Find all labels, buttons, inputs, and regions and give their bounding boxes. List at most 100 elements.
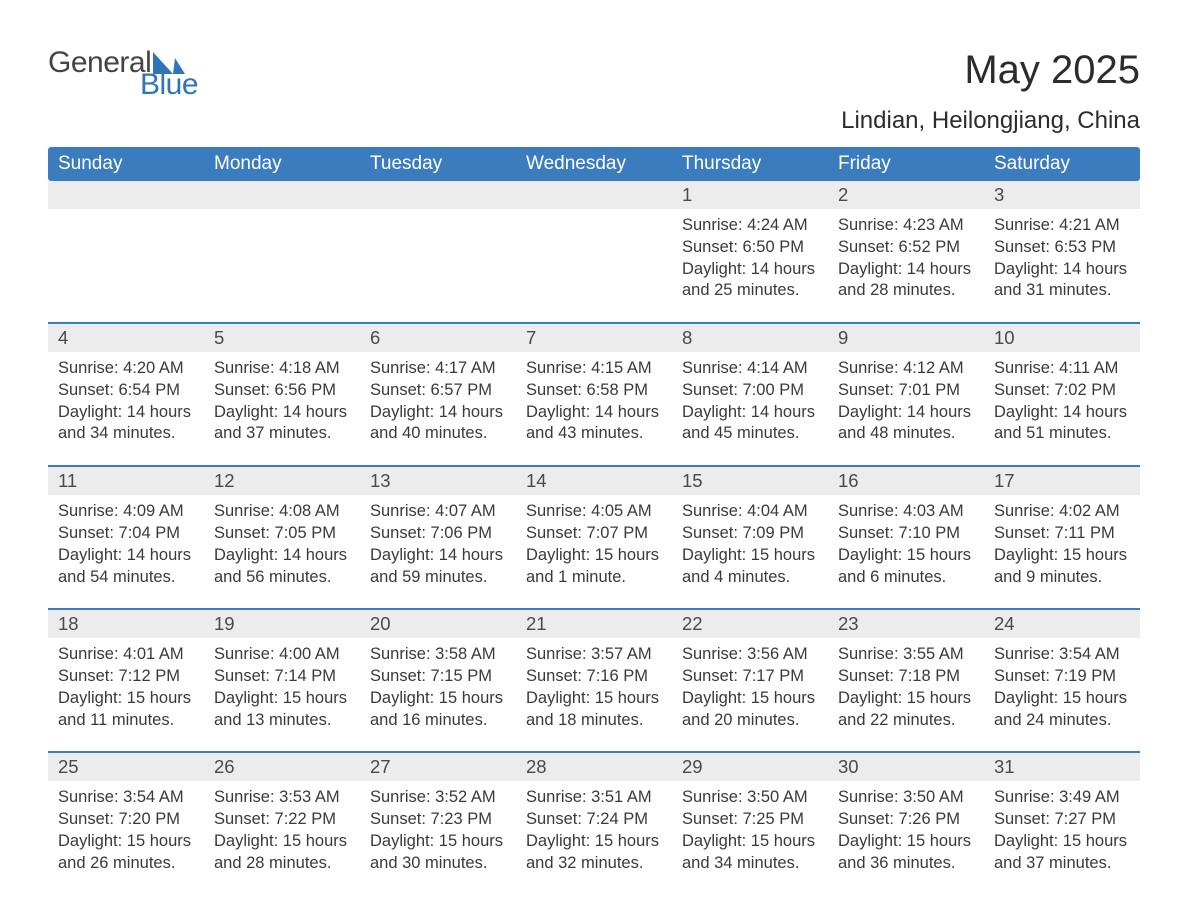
sunset-text: Sunset: 7:01 PM <box>838 380 978 402</box>
daylight-text-1: Daylight: 14 hours <box>370 402 510 424</box>
day-details: Sunrise: 4:23 AMSunset: 6:52 PMDaylight:… <box>828 209 984 302</box>
day-cell <box>48 181 204 316</box>
day-number: 8 <box>672 324 828 352</box>
title-block: May 2025 Lindian, Heilongjiang, China <box>841 48 1140 135</box>
sunset-text: Sunset: 6:50 PM <box>682 237 822 259</box>
day-number: 31 <box>984 753 1140 781</box>
day-cell: 2Sunrise: 4:23 AMSunset: 6:52 PMDaylight… <box>828 181 984 316</box>
daylight-text-1: Daylight: 14 hours <box>994 402 1134 424</box>
sunset-text: Sunset: 7:07 PM <box>526 523 666 545</box>
sunrise-text: Sunrise: 3:50 AM <box>682 787 822 809</box>
day-details: Sunrise: 3:58 AMSunset: 7:15 PMDaylight:… <box>360 638 516 731</box>
daylight-text-2: and 36 minutes. <box>838 853 978 875</box>
daylight-text-1: Daylight: 14 hours <box>214 545 354 567</box>
day-cell: 17Sunrise: 4:02 AMSunset: 7:11 PMDayligh… <box>984 467 1140 602</box>
daylight-text-1: Daylight: 14 hours <box>994 259 1134 281</box>
day-details: Sunrise: 4:24 AMSunset: 6:50 PMDaylight:… <box>672 209 828 302</box>
day-cell: 21Sunrise: 3:57 AMSunset: 7:16 PMDayligh… <box>516 610 672 745</box>
day-number: 12 <box>204 467 360 495</box>
daylight-text-1: Daylight: 14 hours <box>838 402 978 424</box>
day-number: 5 <box>204 324 360 352</box>
day-number: 7 <box>516 324 672 352</box>
daylight-text-2: and 34 minutes. <box>58 423 198 445</box>
daylight-text-2: and 25 minutes. <box>682 280 822 302</box>
sunrise-text: Sunrise: 3:50 AM <box>838 787 978 809</box>
day-cell: 13Sunrise: 4:07 AMSunset: 7:06 PMDayligh… <box>360 467 516 602</box>
day-details: Sunrise: 3:57 AMSunset: 7:16 PMDaylight:… <box>516 638 672 731</box>
day-details: Sunrise: 4:17 AMSunset: 6:57 PMDaylight:… <box>360 352 516 445</box>
day-cell: 10Sunrise: 4:11 AMSunset: 7:02 PMDayligh… <box>984 324 1140 459</box>
day-details: Sunrise: 3:55 AMSunset: 7:18 PMDaylight:… <box>828 638 984 731</box>
sunrise-text: Sunrise: 3:53 AM <box>214 787 354 809</box>
day-details: Sunrise: 4:07 AMSunset: 7:06 PMDaylight:… <box>360 495 516 588</box>
daylight-text-2: and 26 minutes. <box>58 853 198 875</box>
daylight-text-2: and 31 minutes. <box>994 280 1134 302</box>
day-details: Sunrise: 4:21 AMSunset: 6:53 PMDaylight:… <box>984 209 1140 302</box>
daylight-text-2: and 48 minutes. <box>838 423 978 445</box>
daylight-text-2: and 1 minute. <box>526 567 666 589</box>
day-number <box>516 181 672 209</box>
daylight-text-1: Daylight: 14 hours <box>526 402 666 424</box>
sunset-text: Sunset: 6:52 PM <box>838 237 978 259</box>
daylight-text-1: Daylight: 15 hours <box>214 831 354 853</box>
day-cell: 30Sunrise: 3:50 AMSunset: 7:26 PMDayligh… <box>828 753 984 888</box>
day-cell: 11Sunrise: 4:09 AMSunset: 7:04 PMDayligh… <box>48 467 204 602</box>
daylight-text-1: Daylight: 15 hours <box>58 831 198 853</box>
daylight-text-2: and 28 minutes. <box>214 853 354 875</box>
sunrise-text: Sunrise: 4:24 AM <box>682 215 822 237</box>
weekday-label: Sunday <box>48 147 204 181</box>
day-number: 13 <box>360 467 516 495</box>
sunrise-text: Sunrise: 3:49 AM <box>994 787 1134 809</box>
day-number: 6 <box>360 324 516 352</box>
day-number: 15 <box>672 467 828 495</box>
sunset-text: Sunset: 6:54 PM <box>58 380 198 402</box>
daylight-text-2: and 13 minutes. <box>214 710 354 732</box>
day-number: 18 <box>48 610 204 638</box>
weekday-label: Saturday <box>984 147 1140 181</box>
sunset-text: Sunset: 7:14 PM <box>214 666 354 688</box>
day-number: 14 <box>516 467 672 495</box>
day-details: Sunrise: 3:51 AMSunset: 7:24 PMDaylight:… <box>516 781 672 874</box>
daylight-text-2: and 28 minutes. <box>838 280 978 302</box>
sunset-text: Sunset: 6:57 PM <box>370 380 510 402</box>
day-cell: 20Sunrise: 3:58 AMSunset: 7:15 PMDayligh… <box>360 610 516 745</box>
daylight-text-1: Daylight: 15 hours <box>994 545 1134 567</box>
daylight-text-2: and 34 minutes. <box>682 853 822 875</box>
sunrise-text: Sunrise: 4:07 AM <box>370 501 510 523</box>
day-number: 24 <box>984 610 1140 638</box>
sunrise-text: Sunrise: 4:15 AM <box>526 358 666 380</box>
weekday-header: SundayMondayTuesdayWednesdayThursdayFrid… <box>48 147 1140 181</box>
day-details: Sunrise: 4:09 AMSunset: 7:04 PMDaylight:… <box>48 495 204 588</box>
week-row: 18Sunrise: 4:01 AMSunset: 7:12 PMDayligh… <box>48 608 1140 745</box>
day-cell: 19Sunrise: 4:00 AMSunset: 7:14 PMDayligh… <box>204 610 360 745</box>
sunset-text: Sunset: 7:22 PM <box>214 809 354 831</box>
sunrise-text: Sunrise: 4:04 AM <box>682 501 822 523</box>
sunrise-text: Sunrise: 4:05 AM <box>526 501 666 523</box>
day-number: 27 <box>360 753 516 781</box>
day-number: 2 <box>828 181 984 209</box>
week-row: 25Sunrise: 3:54 AMSunset: 7:20 PMDayligh… <box>48 751 1140 888</box>
day-details: Sunrise: 3:53 AMSunset: 7:22 PMDaylight:… <box>204 781 360 874</box>
location-label: Lindian, Heilongjiang, China <box>841 107 1140 135</box>
sunrise-text: Sunrise: 4:11 AM <box>994 358 1134 380</box>
day-cell: 15Sunrise: 4:04 AMSunset: 7:09 PMDayligh… <box>672 467 828 602</box>
day-cell: 27Sunrise: 3:52 AMSunset: 7:23 PMDayligh… <box>360 753 516 888</box>
sunset-text: Sunset: 7:12 PM <box>58 666 198 688</box>
day-number <box>204 181 360 209</box>
day-number: 22 <box>672 610 828 638</box>
sunset-text: Sunset: 6:58 PM <box>526 380 666 402</box>
day-cell <box>516 181 672 316</box>
day-number: 16 <box>828 467 984 495</box>
daylight-text-1: Daylight: 14 hours <box>58 545 198 567</box>
sunset-text: Sunset: 7:25 PM <box>682 809 822 831</box>
daylight-text-2: and 30 minutes. <box>370 853 510 875</box>
day-number: 28 <box>516 753 672 781</box>
day-cell: 6Sunrise: 4:17 AMSunset: 6:57 PMDaylight… <box>360 324 516 459</box>
sunrise-text: Sunrise: 4:02 AM <box>994 501 1134 523</box>
day-details: Sunrise: 4:01 AMSunset: 7:12 PMDaylight:… <box>48 638 204 731</box>
logo: General Blue <box>48 48 198 100</box>
day-cell: 23Sunrise: 3:55 AMSunset: 7:18 PMDayligh… <box>828 610 984 745</box>
sunset-text: Sunset: 7:15 PM <box>370 666 510 688</box>
daylight-text-1: Daylight: 15 hours <box>370 831 510 853</box>
sunset-text: Sunset: 7:05 PM <box>214 523 354 545</box>
